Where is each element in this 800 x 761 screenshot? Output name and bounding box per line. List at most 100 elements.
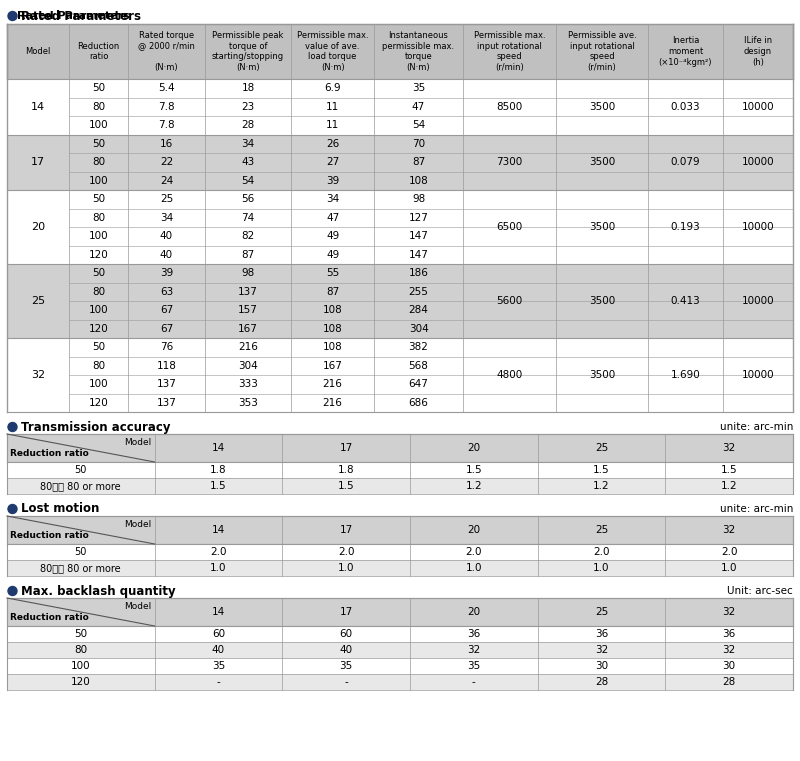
- Text: Inertia
moment
(×10⁻⁴kgm²): Inertia moment (×10⁻⁴kgm²): [658, 37, 712, 67]
- Text: 25: 25: [595, 443, 608, 453]
- Text: 382: 382: [409, 342, 429, 352]
- Text: 40: 40: [212, 645, 225, 655]
- Text: 100: 100: [71, 661, 90, 671]
- Text: 28: 28: [722, 677, 736, 687]
- Bar: [7, 598, 793, 626]
- Bar: [7, 338, 793, 412]
- Text: 1.0: 1.0: [338, 563, 354, 573]
- Text: 333: 333: [238, 379, 258, 389]
- Text: 28: 28: [242, 120, 254, 130]
- Text: -: -: [472, 677, 476, 687]
- Text: 100: 100: [89, 305, 108, 315]
- Text: Lost motion: Lost motion: [21, 502, 99, 515]
- Text: 74: 74: [242, 213, 254, 223]
- Text: 40: 40: [339, 645, 353, 655]
- Text: 50: 50: [92, 342, 105, 352]
- Text: 80: 80: [92, 102, 105, 112]
- Text: 1.0: 1.0: [594, 563, 610, 573]
- Text: 87: 87: [326, 287, 339, 297]
- Text: 108: 108: [409, 176, 429, 186]
- Text: 47: 47: [326, 213, 339, 223]
- Text: 10000: 10000: [742, 370, 774, 380]
- Circle shape: [8, 422, 17, 431]
- Text: 14: 14: [212, 525, 225, 535]
- Text: 1.0: 1.0: [466, 563, 482, 573]
- Bar: [7, 544, 793, 560]
- Text: 54: 54: [412, 120, 425, 130]
- Text: 80: 80: [92, 213, 105, 223]
- Text: 35: 35: [212, 661, 225, 671]
- Text: 22: 22: [160, 158, 173, 167]
- Text: 67: 67: [160, 305, 173, 315]
- Text: 25: 25: [31, 296, 45, 306]
- Text: 1.2: 1.2: [721, 481, 738, 491]
- Text: 49: 49: [326, 231, 339, 241]
- Text: 3500: 3500: [589, 296, 615, 306]
- Text: 17: 17: [339, 525, 353, 535]
- Text: Reduction ratio: Reduction ratio: [10, 531, 89, 540]
- Text: 50: 50: [92, 83, 105, 94]
- Text: Model: Model: [124, 438, 152, 447]
- Text: 568: 568: [409, 361, 429, 371]
- Text: 17: 17: [339, 607, 353, 617]
- Text: Rated Parameters: Rated Parameters: [17, 11, 130, 21]
- Text: 1.8: 1.8: [338, 465, 354, 475]
- Text: Transmission accuracy: Transmission accuracy: [21, 421, 170, 434]
- Text: 186: 186: [409, 268, 429, 279]
- Circle shape: [8, 505, 17, 514]
- Text: 10000: 10000: [742, 102, 774, 112]
- Text: 1.5: 1.5: [721, 465, 738, 475]
- Text: 32: 32: [722, 443, 736, 453]
- Text: 216: 216: [238, 342, 258, 352]
- Bar: [7, 190, 793, 264]
- Text: 50: 50: [74, 465, 87, 475]
- Text: 76: 76: [160, 342, 173, 352]
- Text: 32: 32: [722, 645, 736, 655]
- Text: -: -: [344, 677, 348, 687]
- Text: 14: 14: [31, 102, 45, 112]
- Text: 16: 16: [160, 139, 173, 148]
- Text: 50: 50: [92, 194, 105, 204]
- Text: 49: 49: [326, 250, 339, 260]
- Text: 50: 50: [92, 268, 105, 279]
- Text: 118: 118: [157, 361, 176, 371]
- Text: 40: 40: [160, 231, 173, 241]
- Text: 55: 55: [326, 268, 339, 279]
- Text: 80: 80: [92, 287, 105, 297]
- Bar: [7, 135, 793, 190]
- Text: 304: 304: [238, 361, 258, 371]
- Text: 100: 100: [89, 120, 108, 130]
- Text: 137: 137: [157, 379, 176, 389]
- Text: 23: 23: [242, 102, 254, 112]
- Text: 1.5: 1.5: [210, 481, 226, 491]
- Text: 3500: 3500: [589, 158, 615, 167]
- Text: 11: 11: [326, 120, 339, 130]
- Text: 5.4: 5.4: [158, 83, 174, 94]
- Text: 100: 100: [89, 176, 108, 186]
- Bar: [7, 79, 793, 135]
- Text: 32: 32: [31, 370, 45, 380]
- Text: 10000: 10000: [742, 222, 774, 232]
- Text: 56: 56: [242, 194, 254, 204]
- Text: 70: 70: [412, 139, 425, 148]
- Text: 60: 60: [339, 629, 353, 639]
- Text: 28: 28: [595, 677, 608, 687]
- Text: 100: 100: [89, 231, 108, 241]
- Text: 127: 127: [409, 213, 429, 223]
- Text: 60: 60: [212, 629, 225, 639]
- Text: Rated torque
@ 2000 r/min

(N·m): Rated torque @ 2000 r/min (N·m): [138, 31, 195, 72]
- Text: 7.8: 7.8: [158, 120, 174, 130]
- Text: 36: 36: [595, 629, 608, 639]
- Text: 108: 108: [322, 323, 342, 334]
- Text: 24: 24: [160, 176, 173, 186]
- Text: 43: 43: [242, 158, 254, 167]
- Bar: [7, 658, 793, 674]
- Text: 20: 20: [467, 607, 480, 617]
- Text: 1.5: 1.5: [338, 481, 354, 491]
- Circle shape: [8, 587, 17, 596]
- Text: 3500: 3500: [589, 222, 615, 232]
- Bar: [7, 462, 793, 478]
- Text: 1.690: 1.690: [670, 370, 700, 380]
- Text: 26: 26: [326, 139, 339, 148]
- Text: 1.2: 1.2: [593, 481, 610, 491]
